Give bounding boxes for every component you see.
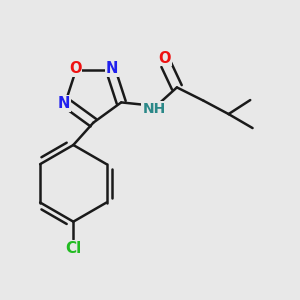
Text: O: O [158,51,171,66]
Text: N: N [58,96,70,111]
Text: NH: NH [142,102,166,116]
Text: Cl: Cl [65,241,82,256]
Text: N: N [105,61,118,76]
Text: O: O [69,61,81,76]
